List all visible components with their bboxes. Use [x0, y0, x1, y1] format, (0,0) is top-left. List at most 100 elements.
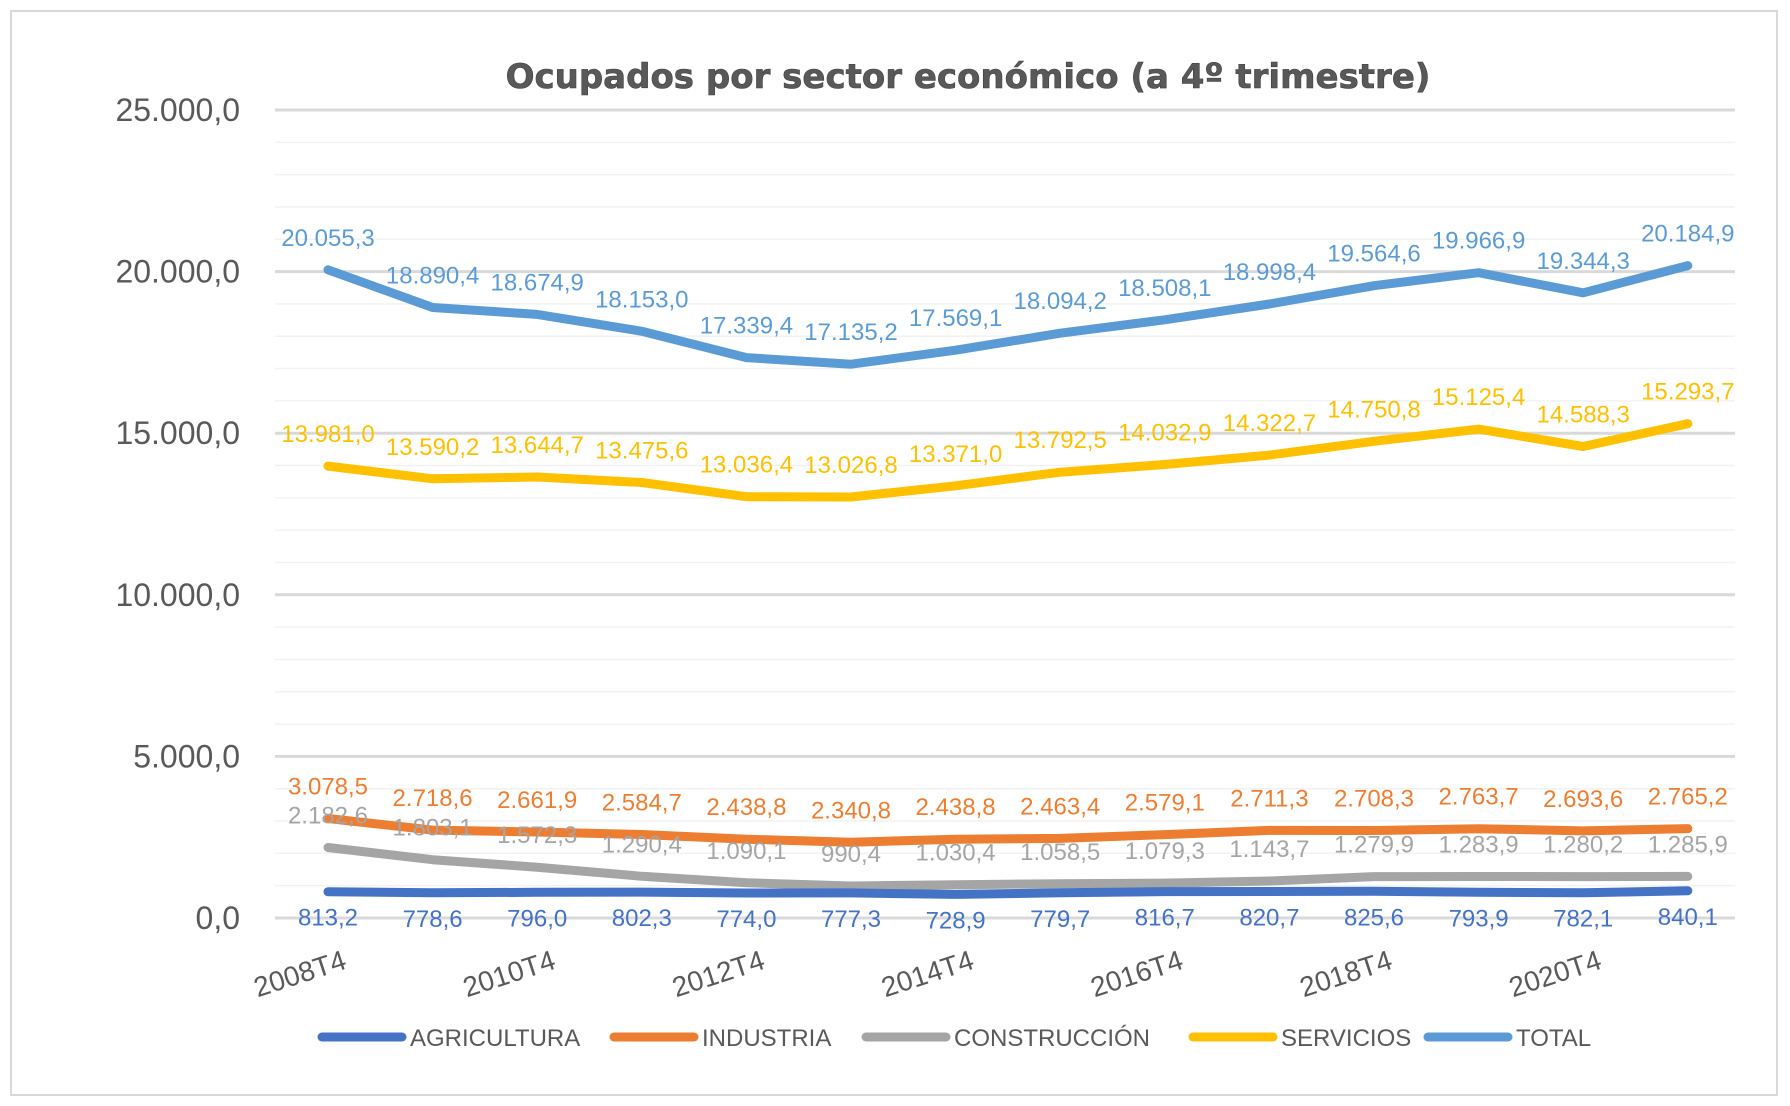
- y-tick-label: 15.000,0: [115, 415, 240, 451]
- series-line-servicios: [323, 419, 1693, 502]
- data-label: 18.998,4: [1223, 259, 1316, 286]
- x-axis-ticks: 2008T4 2010T4 2012T4 2014T4 2016T4 2018T4 2020…: [250, 944, 1605, 1003]
- legend: AGRICULTURA INDUSTRIA CONSTRUCCIÓN SERVICIO…: [317, 1025, 1591, 1052]
- series-line-agricultura: [323, 886, 1693, 899]
- data-label: 14.032,9: [1118, 419, 1211, 446]
- legend-label: CONSTRUCCIÓN: [954, 1025, 1150, 1052]
- data-label: 1.280,2: [1543, 832, 1623, 859]
- data-label: 13.026,8: [804, 452, 897, 479]
- legend-label: AGRICULTURA: [410, 1025, 580, 1052]
- x-tick-label: 2012T4: [668, 944, 768, 1003]
- data-label: 816,7: [1135, 905, 1195, 932]
- data-label: 13.644,7: [490, 432, 583, 459]
- series-line-construcción: [323, 843, 1693, 891]
- chart-frame: [10, 10, 1778, 1096]
- data-labels: 813,2 778,6 796,0 802,3 774,0 777,3 728,9 779,7…: [281, 221, 1734, 935]
- data-label: 2.718,6: [393, 785, 473, 812]
- data-label: 2.765,2: [1648, 784, 1728, 811]
- data-label: 1.803,1: [393, 815, 473, 842]
- series-line-industria: [323, 814, 1693, 847]
- data-label: 2.438,8: [916, 794, 996, 821]
- data-label: 1.143,7: [1229, 836, 1309, 863]
- data-label: 18.890,4: [386, 262, 479, 289]
- data-label: 20.184,9: [1641, 221, 1734, 248]
- y-tick-label: 25.000,0: [115, 92, 240, 128]
- data-label: 19.966,9: [1432, 228, 1525, 255]
- data-label: 13.371,0: [909, 441, 1002, 468]
- data-label: 728,9: [926, 907, 986, 934]
- y-tick-label: 5.000,0: [133, 738, 240, 774]
- y-tick-label: 0,0: [196, 900, 240, 936]
- data-label: 774,0: [716, 906, 776, 933]
- series-lines: [323, 261, 1693, 899]
- data-label: 14.322,7: [1223, 410, 1316, 437]
- y-tick-label: 10.000,0: [115, 577, 240, 613]
- data-label: 782,1: [1553, 906, 1613, 933]
- series-line-total: [323, 261, 1693, 369]
- data-label: 13.981,0: [281, 421, 374, 448]
- data-label: 15.125,4: [1432, 384, 1525, 411]
- gridlines: [275, 108, 1735, 920]
- data-label: 777,3: [821, 906, 881, 933]
- x-tick-label: 2018T4: [1296, 944, 1396, 1003]
- data-label: 20.055,3: [281, 225, 374, 252]
- data-label: 3.078,5: [288, 774, 368, 801]
- data-label: 1.283,9: [1439, 832, 1519, 859]
- data-label: 802,3: [612, 905, 672, 932]
- data-label: 2.182,6: [288, 802, 368, 829]
- data-label: 2.708,3: [1334, 785, 1414, 812]
- x-tick-label: 2020T4: [1505, 944, 1605, 1003]
- data-label: 13.475,6: [595, 437, 688, 464]
- data-label: 19.564,6: [1327, 241, 1420, 268]
- x-tick-label: 2010T4: [459, 944, 559, 1003]
- data-label: 17.339,4: [700, 313, 793, 340]
- data-label: 2.438,8: [706, 794, 786, 821]
- data-label: 2.763,7: [1439, 784, 1519, 811]
- data-label: 2.584,7: [602, 789, 682, 816]
- chart-title: Ocupados por sector económico (a 4º trim…: [506, 57, 1431, 97]
- data-label: 1.285,9: [1648, 831, 1728, 858]
- data-label: 2.693,6: [1543, 786, 1623, 813]
- data-label: 1.279,9: [1334, 832, 1414, 859]
- data-label: 13.036,4: [700, 452, 793, 479]
- data-label: 14.588,3: [1536, 402, 1629, 429]
- data-label: 14.750,8: [1327, 396, 1420, 423]
- data-label: 13.792,5: [1013, 427, 1106, 454]
- legend-label: TOTAL: [1516, 1025, 1591, 1052]
- data-label: 18.508,1: [1118, 275, 1211, 302]
- data-label: 1.079,3: [1125, 838, 1205, 865]
- data-label: 2.711,3: [1230, 785, 1308, 812]
- data-label: 796,0: [507, 905, 567, 932]
- data-label: 18.674,9: [490, 269, 583, 296]
- legend-label: INDUSTRIA: [702, 1025, 831, 1052]
- y-tick-label: 20.000,0: [115, 254, 240, 290]
- data-label: 825,6: [1344, 904, 1404, 931]
- data-label: 13.590,2: [386, 434, 479, 461]
- data-label: 2.463,4: [1020, 793, 1100, 820]
- data-label: 18.094,2: [1013, 288, 1106, 315]
- data-label: 990,4: [821, 841, 881, 868]
- y-axis-ticks: 0,0 5.000,0 10.000,0 15.000,0 20.000,0 25.000…: [115, 92, 240, 936]
- data-label: 793,9: [1449, 905, 1509, 932]
- x-tick-label: 2014T4: [878, 944, 978, 1003]
- legend-label: SERVICIOS: [1281, 1025, 1411, 1052]
- data-label: 1.090,1: [706, 838, 786, 865]
- data-label: 19.344,3: [1536, 248, 1629, 275]
- data-label: 15.293,7: [1641, 379, 1734, 406]
- data-label: 18.153,0: [595, 286, 688, 313]
- data-label: 1.572,3: [497, 822, 577, 849]
- x-tick-label: 2008T4: [250, 944, 350, 1003]
- data-label: 1.058,5: [1020, 839, 1100, 866]
- data-label: 813,2: [298, 905, 358, 932]
- data-label: 779,7: [1030, 906, 1090, 933]
- data-label: 2.579,1: [1125, 790, 1205, 817]
- data-label: 17.135,2: [804, 319, 897, 346]
- data-label: 2.661,9: [497, 787, 577, 814]
- x-tick-label: 2016T4: [1087, 944, 1187, 1003]
- data-label: 778,6: [403, 906, 463, 933]
- data-label: 840,1: [1658, 904, 1718, 931]
- data-label: 17.569,1: [909, 305, 1002, 332]
- data-label: 2.340,8: [811, 797, 891, 824]
- data-label: 1.030,4: [916, 840, 996, 867]
